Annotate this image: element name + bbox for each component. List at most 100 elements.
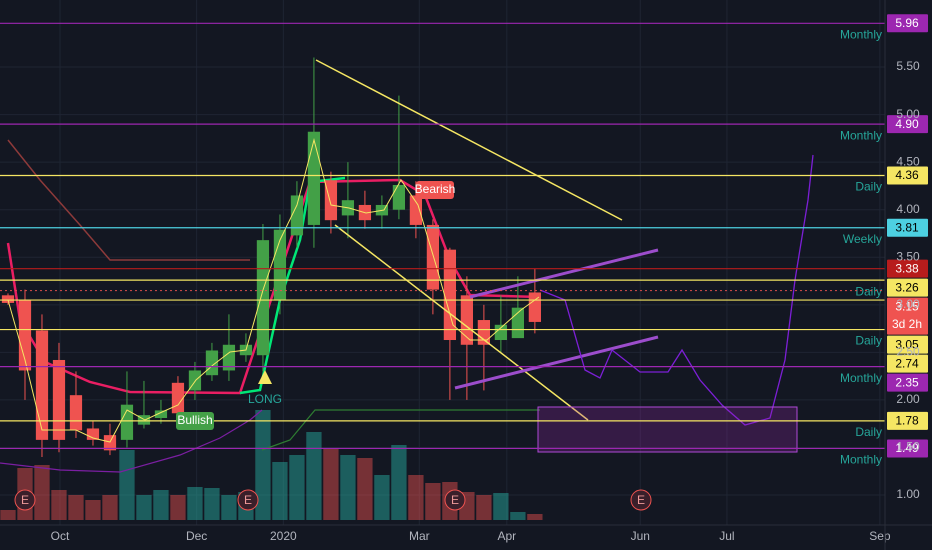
candle-body (409, 195, 423, 225)
price-tag (887, 439, 928, 458)
candle-body (69, 395, 83, 431)
bollinger (0, 409, 263, 473)
y-tick-label: 2.00 (896, 392, 920, 406)
volume-bar (323, 448, 339, 520)
level-note: Monthly (840, 371, 882, 385)
volume-bar (136, 495, 152, 520)
candle-body (35, 330, 49, 440)
volume-bar (255, 410, 271, 520)
price-tag (887, 14, 928, 33)
price-tag (887, 297, 928, 335)
event-marker (14, 489, 36, 511)
volume-bar (0, 510, 16, 520)
price-tag-label: 5.96 (895, 16, 919, 30)
trendline (315, 59, 623, 221)
volume-bar (34, 465, 50, 520)
price-tag (887, 411, 928, 430)
signal-label-bg (176, 412, 214, 430)
level-note: Daily (855, 334, 882, 348)
event-label: E (637, 493, 645, 507)
price-tag (887, 166, 928, 185)
x-tick-label: Jun (631, 529, 650, 543)
price-tag-label: 4.36 (895, 168, 919, 182)
price-tag (887, 259, 928, 278)
trendline (334, 224, 589, 421)
price-tag (887, 354, 928, 373)
price-tag-label: 1.78 (895, 414, 919, 428)
volume-bar (527, 514, 543, 520)
y-tick-label: 2.50 (896, 345, 920, 359)
event-marker (630, 489, 652, 511)
y-tick-label: 5.00 (896, 107, 920, 121)
channel-line (454, 335, 659, 390)
volume-bar (204, 488, 220, 520)
candle-body (528, 292, 541, 322)
candle-body (1, 295, 15, 303)
price-tag (887, 218, 928, 237)
volume-bar (102, 495, 118, 520)
y-tick-label: 1.00 (896, 487, 920, 501)
volume-bar (289, 455, 305, 520)
close-line (7, 138, 540, 443)
candle-body (460, 295, 474, 345)
event-label: E (244, 493, 252, 507)
price-tag (887, 373, 928, 392)
volume-bar (408, 475, 424, 520)
target-zone (537, 406, 798, 453)
y-tick-label: 4.50 (896, 154, 920, 168)
signal-label: Bearish (415, 182, 456, 196)
candle-body (52, 359, 66, 440)
level-note: Weekly (843, 232, 882, 246)
candle-body (307, 131, 321, 225)
volume-bar (391, 445, 407, 520)
volume-bar (425, 483, 441, 520)
price-tag-label: 3.38 (895, 261, 919, 275)
volume-bar (68, 495, 84, 520)
volume-bar (493, 493, 509, 520)
projection (539, 154, 814, 426)
signal-label: LONG (248, 392, 282, 406)
x-tick-label: 2020 (270, 529, 297, 543)
volume-bar (170, 495, 186, 520)
price-tag-label: 2.35 (895, 375, 919, 389)
price-tag-label: 2.74 (895, 356, 919, 370)
y-tick-label: 3.00 (896, 297, 920, 311)
candle-body (18, 300, 32, 371)
signal-label: Bullish (177, 413, 212, 427)
y-tick-label: 1.50 (896, 440, 920, 454)
candle-body (324, 180, 338, 221)
volume-bar (476, 495, 492, 520)
price-tag-label: 3.81 (895, 220, 919, 234)
candle-body (273, 229, 287, 301)
candle-body (290, 195, 304, 236)
event-marker (444, 489, 466, 511)
candle-body (103, 435, 117, 451)
volume-bar (340, 455, 356, 520)
price-tag-label: 3.05 (895, 337, 919, 351)
volume-bar (374, 475, 390, 520)
x-tick-label: Dec (186, 529, 207, 543)
slow-ma (7, 139, 250, 261)
candle-body (120, 404, 134, 440)
volume-bar (510, 512, 526, 520)
volume-bar (85, 500, 101, 520)
volume-bar (306, 432, 322, 520)
volume-bar (357, 458, 373, 520)
candle-body (477, 320, 491, 345)
price-tag (887, 278, 928, 297)
x-tick-label: Oct (51, 529, 70, 543)
price-tag (887, 115, 928, 134)
candle-body (171, 382, 185, 414)
x-tick-label: Apr (497, 529, 516, 543)
y-tick-label: 5.50 (896, 59, 920, 73)
volume-bar (272, 462, 288, 520)
price-tag (887, 335, 928, 354)
candle-body (494, 324, 508, 341)
level-note: Monthly (840, 27, 882, 41)
candle-body (392, 184, 406, 210)
price-tag-label: 4.90 (895, 117, 919, 131)
volume-bar (51, 490, 67, 520)
step-line (261, 409, 540, 451)
